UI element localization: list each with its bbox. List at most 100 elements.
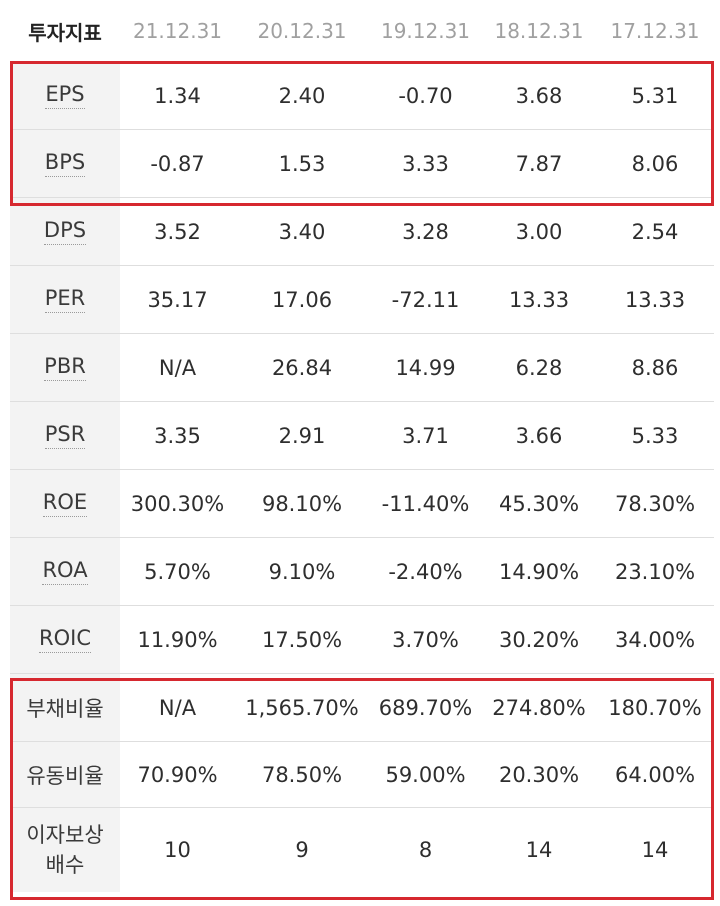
table-cell: 5.33 [631, 423, 679, 448]
table-cell: 8 [418, 838, 433, 862]
table-cell: 10 [164, 838, 191, 862]
table-cell: 64.00% [614, 762, 696, 787]
table-row-dps: DPS 3.52 3.40 3.28 3.00 2.54 [10, 198, 714, 266]
table-cell: 180.70% [608, 695, 702, 720]
table-cell: N/A [158, 695, 197, 720]
row-label-text[interactable]: BPS [44, 150, 86, 177]
table-row-roic: ROIC 11.90% 17.50% 3.70% 30.20% 34.00% [10, 606, 714, 674]
table-cell: N/A [158, 355, 197, 380]
table-cell: 26.84 [271, 355, 333, 380]
table-cell: 8.06 [631, 151, 679, 176]
table-cell: 9.10% [268, 559, 336, 584]
table-cell: 689.70% [378, 695, 473, 720]
table-cell: 3.70% [392, 627, 459, 652]
row-label: 이자보상 배수 [10, 808, 120, 892]
table-cell: 35.17 [147, 287, 208, 312]
table-row-roa: ROA 5.70% 9.10% -2.40% 14.90% 23.10% [10, 538, 714, 606]
row-label: DPS [10, 198, 120, 265]
table-title: 투자지표 [28, 20, 102, 45]
table-cell: 6.28 [515, 355, 563, 380]
table-row-pbr: PBR N/A 26.84 14.99 6.28 8.86 [10, 334, 714, 402]
table-cell: -11.40% [381, 491, 470, 516]
table-row-eps: EPS 1.34 2.40 -0.70 3.68 5.31 [10, 62, 714, 130]
table-cell: -72.11 [391, 287, 460, 312]
row-label: 부채비율 [10, 674, 120, 741]
row-label: 유동비율 [10, 742, 120, 807]
table-cell: 14.90% [498, 559, 580, 584]
table-cell: 9 [295, 838, 309, 862]
date-column-header: 21.12.31 [132, 19, 223, 43]
table-cell: 3.66 [515, 423, 563, 448]
table-header: 투자지표 21.12.31 20.12.31 19.12.31 18.12.31… [10, 0, 714, 62]
table-cell: 3.28 [402, 219, 449, 244]
date-column-header: 19.12.31 [380, 19, 471, 43]
table-cell: 2.40 [278, 83, 326, 108]
table-cell: 13.33 [508, 287, 570, 312]
table-cell: 3.33 [402, 151, 449, 176]
table-cell: 14.99 [395, 355, 456, 380]
row-label-text[interactable]: PBR [44, 354, 86, 381]
table-cell: 3.71 [402, 423, 449, 448]
table-cell: 14 [641, 838, 669, 862]
table-row-current-ratio: 유동비율 70.90% 78.50% 59.00% 20.30% 64.00% [10, 742, 714, 808]
table-cell: 3.35 [154, 423, 201, 448]
table-cell: -0.70 [398, 83, 453, 108]
table-cell: 78.50% [261, 762, 343, 787]
table-cell: 17.50% [261, 627, 343, 652]
table-cell: 45.30% [498, 491, 580, 516]
table-cell: 98.10% [261, 491, 343, 516]
row-label-text[interactable]: ROE [42, 490, 88, 517]
row-label: EPS [10, 62, 120, 129]
table-cell: 8.86 [631, 355, 679, 380]
table-cell: 3.52 [154, 219, 201, 244]
table-cell: 3.40 [278, 219, 326, 244]
row-label-text[interactable]: DPS [43, 218, 87, 245]
table-row-interest-coverage: 이자보상 배수 10 9 8 14 14 [10, 808, 714, 892]
table-row-debt-ratio: 부채비율 N/A 1,565.70% 689.70% 274.80% 180.7… [10, 674, 714, 742]
table-cell: 300.30% [130, 491, 225, 516]
row-label-text[interactable]: EPS [45, 82, 85, 109]
table-cell: -0.87 [150, 151, 205, 176]
table-cell: 23.10% [614, 559, 696, 584]
table-cell: 59.00% [385, 762, 466, 787]
row-label-text[interactable]: PSR [44, 422, 86, 449]
row-label: ROIC [10, 606, 120, 673]
row-label-text[interactable]: ROA [42, 558, 88, 585]
table-cell: 78.30% [614, 491, 696, 516]
row-label-line: 이자보상 [26, 823, 104, 847]
table-cell: 13.33 [624, 287, 686, 312]
table-cell: 1.53 [278, 151, 326, 176]
table-cell: 5.70% [144, 559, 211, 584]
table-cell: 2.54 [631, 219, 679, 244]
table-cell: 34.00% [614, 627, 696, 652]
date-column-header: 20.12.31 [257, 19, 347, 43]
row-label: BPS [10, 130, 120, 197]
table-cell: 17.06 [271, 287, 333, 312]
row-label: ROE [10, 470, 120, 537]
table-cell: 1.34 [154, 83, 201, 108]
table-cell: 7.87 [515, 151, 563, 176]
table-row-bps: BPS -0.87 1.53 3.33 7.87 8.06 [10, 130, 714, 198]
row-label: PBR [10, 334, 120, 401]
table-cell: 14 [525, 838, 553, 862]
row-label-text[interactable]: ROIC [39, 626, 91, 653]
row-label-line: 배수 [45, 853, 85, 877]
table-cell: 2.91 [278, 423, 326, 448]
row-label: PER [10, 266, 120, 333]
date-column-header: 18.12.31 [494, 19, 584, 43]
table-row-psr: PSR 3.35 2.91 3.71 3.66 5.33 [10, 402, 714, 470]
date-column-header: 17.12.31 [610, 19, 700, 43]
table-cell: 274.80% [492, 695, 586, 720]
table-cell: 30.20% [498, 627, 580, 652]
table-cell: 20.30% [498, 762, 580, 787]
table-cell: 3.68 [515, 83, 563, 108]
table-row-per: PER 35.17 17.06 -72.11 13.33 13.33 [10, 266, 714, 334]
table-cell: 5.31 [631, 83, 679, 108]
table-cell: -2.40% [388, 559, 463, 584]
table-cell: 11.90% [137, 627, 218, 652]
row-label-text[interactable]: PER [44, 286, 86, 313]
table-cell: 3.00 [515, 219, 563, 244]
investment-indicators-table: 투자지표 21.12.31 20.12.31 19.12.31 18.12.31… [10, 0, 714, 892]
row-label: PSR [10, 402, 120, 469]
table-row-roe: ROE 300.30% 98.10% -11.40% 45.30% 78.30% [10, 470, 714, 538]
